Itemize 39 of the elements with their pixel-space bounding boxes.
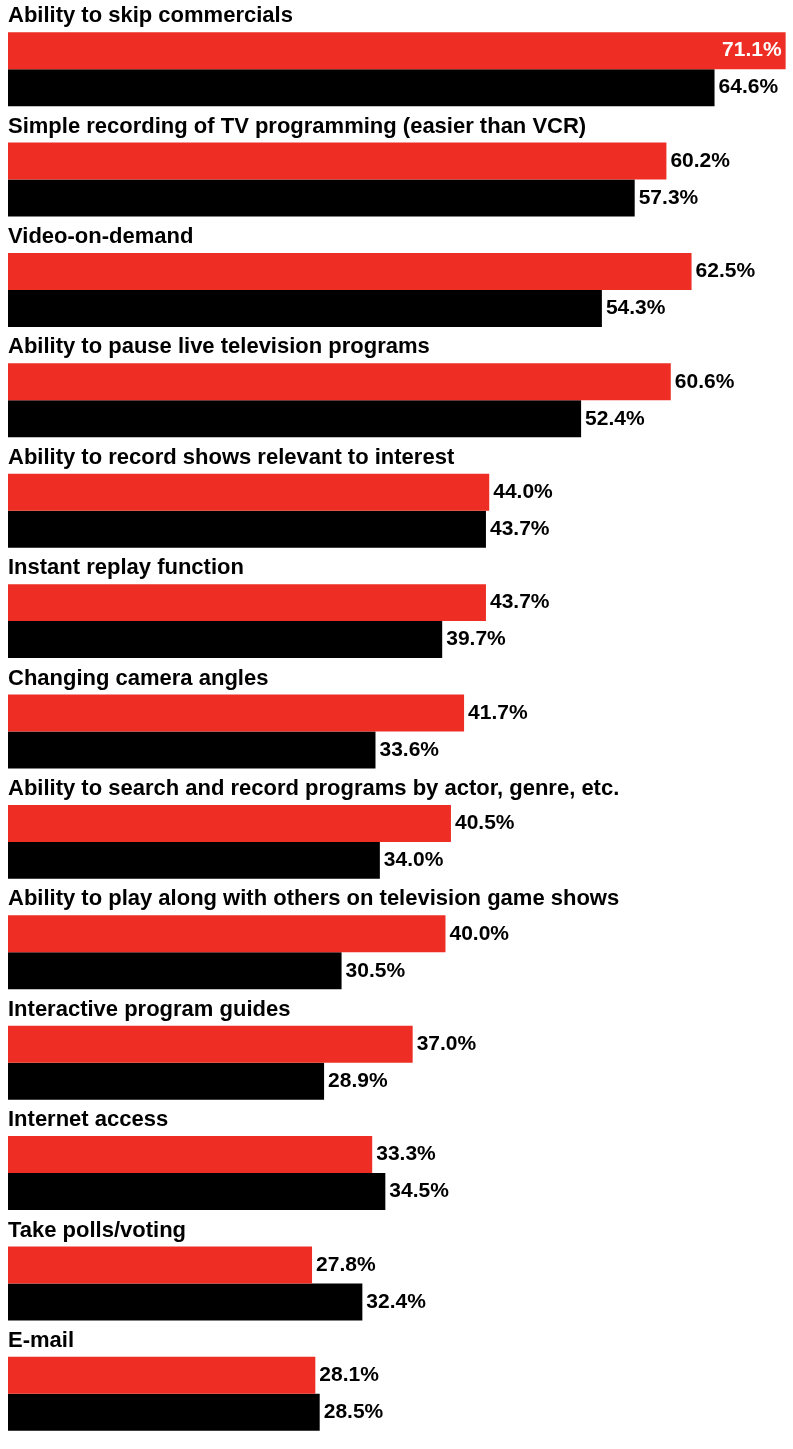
data-label: 28.5%: [323, 1399, 384, 1423]
data-label: 62.5%: [695, 258, 756, 282]
data-label: 33.3%: [376, 1141, 437, 1165]
data-label: 43.7%: [489, 516, 550, 540]
data-label: 39.7%: [446, 626, 507, 650]
y-tick-label: Interactive program guides: [8, 995, 291, 1021]
data-label: 34.5%: [389, 1178, 450, 1202]
data-label: 27.8%: [316, 1251, 376, 1275]
y-tick-label: Changing camera angles: [8, 664, 269, 690]
y-tick-label: Internet access: [8, 1106, 169, 1132]
data-label: 28.9%: [328, 1067, 388, 1091]
y-tick-label: Instant replay function: [8, 554, 244, 580]
y-tick-label: Video-on-demand: [8, 223, 194, 249]
data-label: 54.3%: [605, 295, 666, 319]
y-tick-label: Ability to skip commercials: [8, 2, 293, 28]
y-tick-label: E-mail: [8, 1326, 75, 1352]
data-label: 32.4%: [366, 1288, 427, 1312]
y-tick-label: Ability to play along with others on television game shows: [8, 885, 620, 911]
data-label: 60.2%: [670, 147, 731, 171]
data-label: 41.7%: [468, 699, 528, 723]
data-label: 40.5%: [454, 810, 515, 834]
data-label: 28.1%: [319, 1362, 380, 1386]
y-tick-label: Ability to record shows relevant to interest: [8, 443, 455, 469]
data-label: 34.0%: [383, 847, 444, 871]
data-label: 40.0%: [449, 920, 510, 944]
data-label: 44.0%: [493, 479, 554, 503]
y-tick-label: Take polls/voting: [8, 1216, 187, 1242]
y-tick-label: Ability to search and record programs by actor, genre, etc.: [8, 774, 620, 800]
data-label: 57.3%: [638, 184, 699, 208]
data-label: 71.1%: [722, 37, 782, 61]
data-label: 37.0%: [416, 1030, 477, 1054]
data-label: 52.4%: [585, 405, 645, 429]
data-label: 60.6%: [674, 368, 735, 392]
y-tick-label: Ability to pause live television programs: [8, 333, 430, 359]
y-tick-label: Simple recording of TV programming (easier than VCR): [8, 112, 587, 138]
data-label: 30.5%: [345, 957, 406, 981]
data-label: 33.6%: [379, 736, 440, 760]
data-label: 43.7%: [489, 589, 550, 613]
data-label: 64.6%: [718, 74, 779, 98]
